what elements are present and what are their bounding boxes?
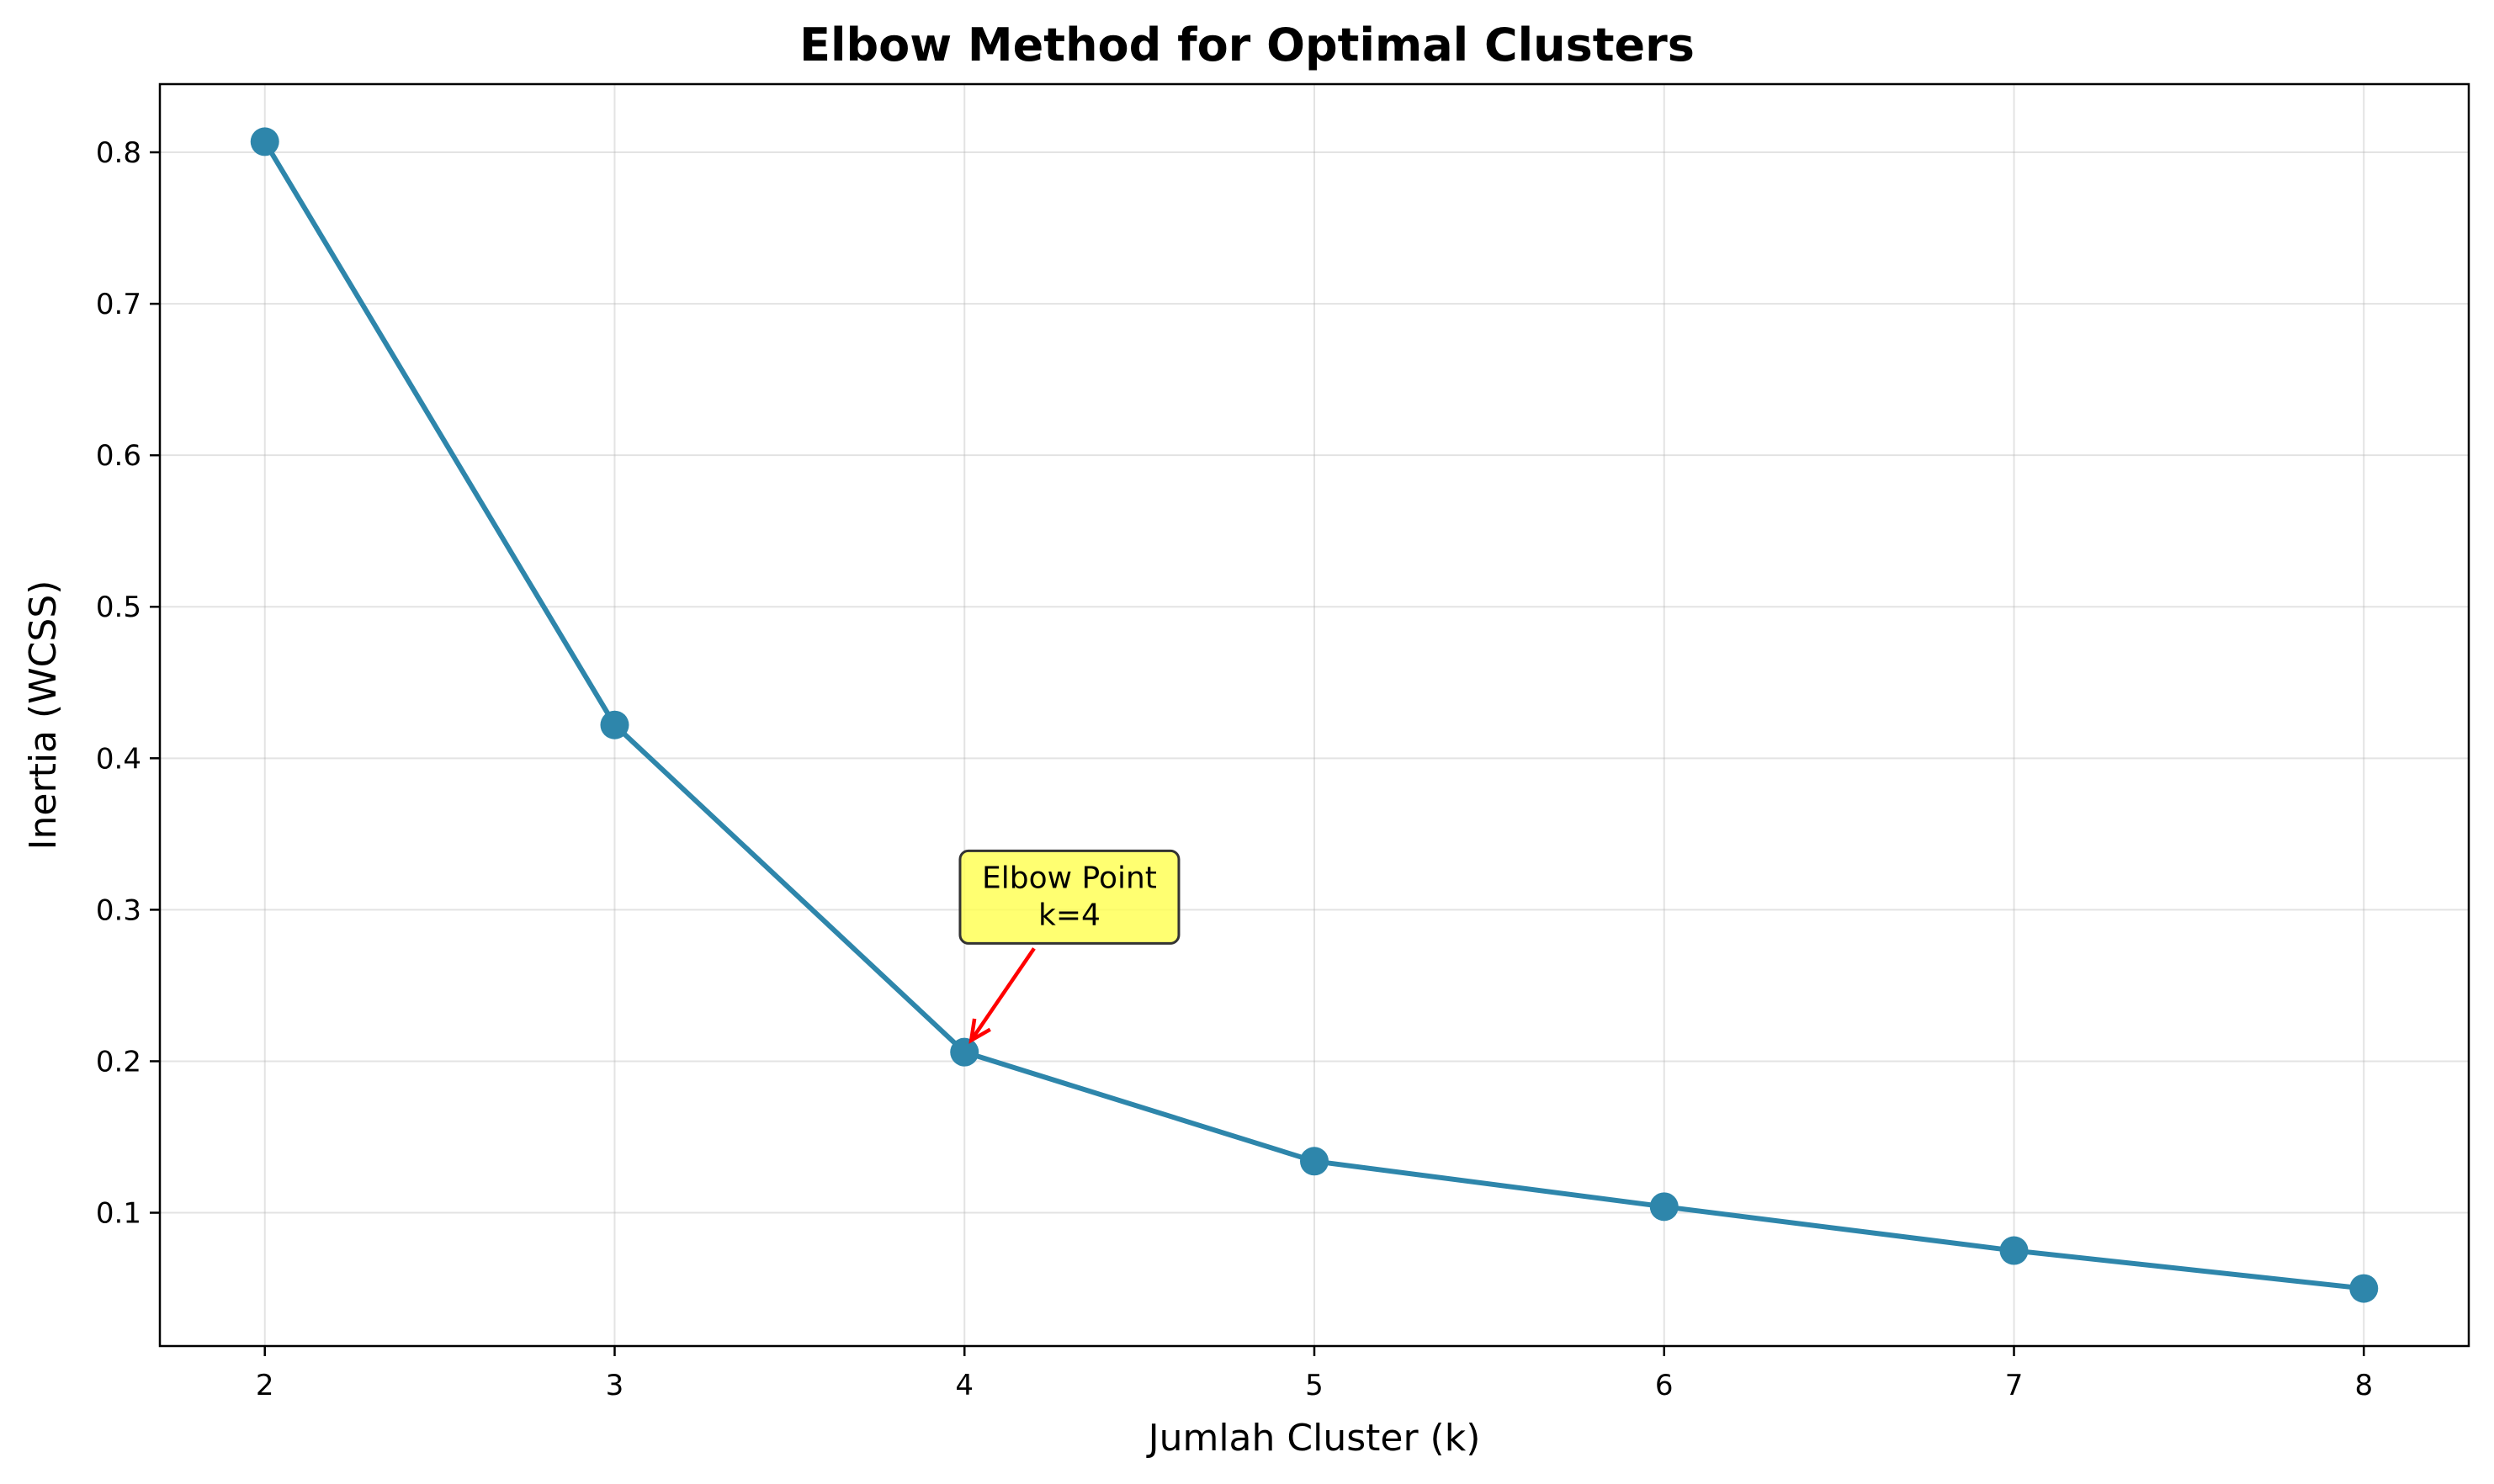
annotation-arrow-shaft <box>969 947 1036 1041</box>
x-axis-ticks: 2 3 4 5 6 7 8 <box>256 1346 2373 1402</box>
x-tick-label: 8 <box>2354 1369 2373 1402</box>
x-tick-label: 2 <box>256 1369 274 1402</box>
data-point <box>1999 1236 2029 1265</box>
x-tick-label: 3 <box>606 1369 624 1402</box>
y-axis-label: Inertia (WCSS) <box>22 580 65 851</box>
annotation-box <box>958 849 1181 945</box>
y-tick-label: 0.1 <box>96 1197 141 1231</box>
data-point <box>2349 1274 2379 1303</box>
y-tick-label: 0.4 <box>96 742 141 776</box>
data-point <box>1649 1192 1679 1222</box>
data-point <box>1300 1147 1329 1176</box>
data-point <box>600 710 629 739</box>
x-axis-label: Jumlah Cluster (k) <box>1146 1417 1481 1460</box>
y-tick-label: 0.3 <box>96 893 141 927</box>
y-tick-label: 0.2 <box>96 1045 141 1079</box>
y-tick-label: 0.5 <box>96 591 141 624</box>
data-point <box>950 1037 979 1067</box>
y-tick-label: 0.6 <box>96 439 141 473</box>
annotation-text-line: Elbow Point <box>982 861 1157 895</box>
data-point <box>250 127 279 156</box>
chart-title: Elbow Method for Optimal Clusters <box>799 19 1695 72</box>
y-axis-ticks: 0.1 0.2 0.3 0.4 0.5 0.6 0.7 0.8 <box>96 136 160 1231</box>
x-tick-label: 6 <box>1655 1369 1674 1402</box>
x-tick-label: 7 <box>2005 1369 2024 1402</box>
x-tick-label: 5 <box>1305 1369 1324 1402</box>
y-tick-label: 0.7 <box>96 288 141 321</box>
annotation-text-line: k=4 <box>1038 898 1101 932</box>
x-tick-label: 4 <box>955 1369 974 1402</box>
y-tick-label: 0.8 <box>96 136 141 170</box>
annotation-arrow-head <box>968 1018 991 1044</box>
series-layer <box>250 127 2379 1303</box>
